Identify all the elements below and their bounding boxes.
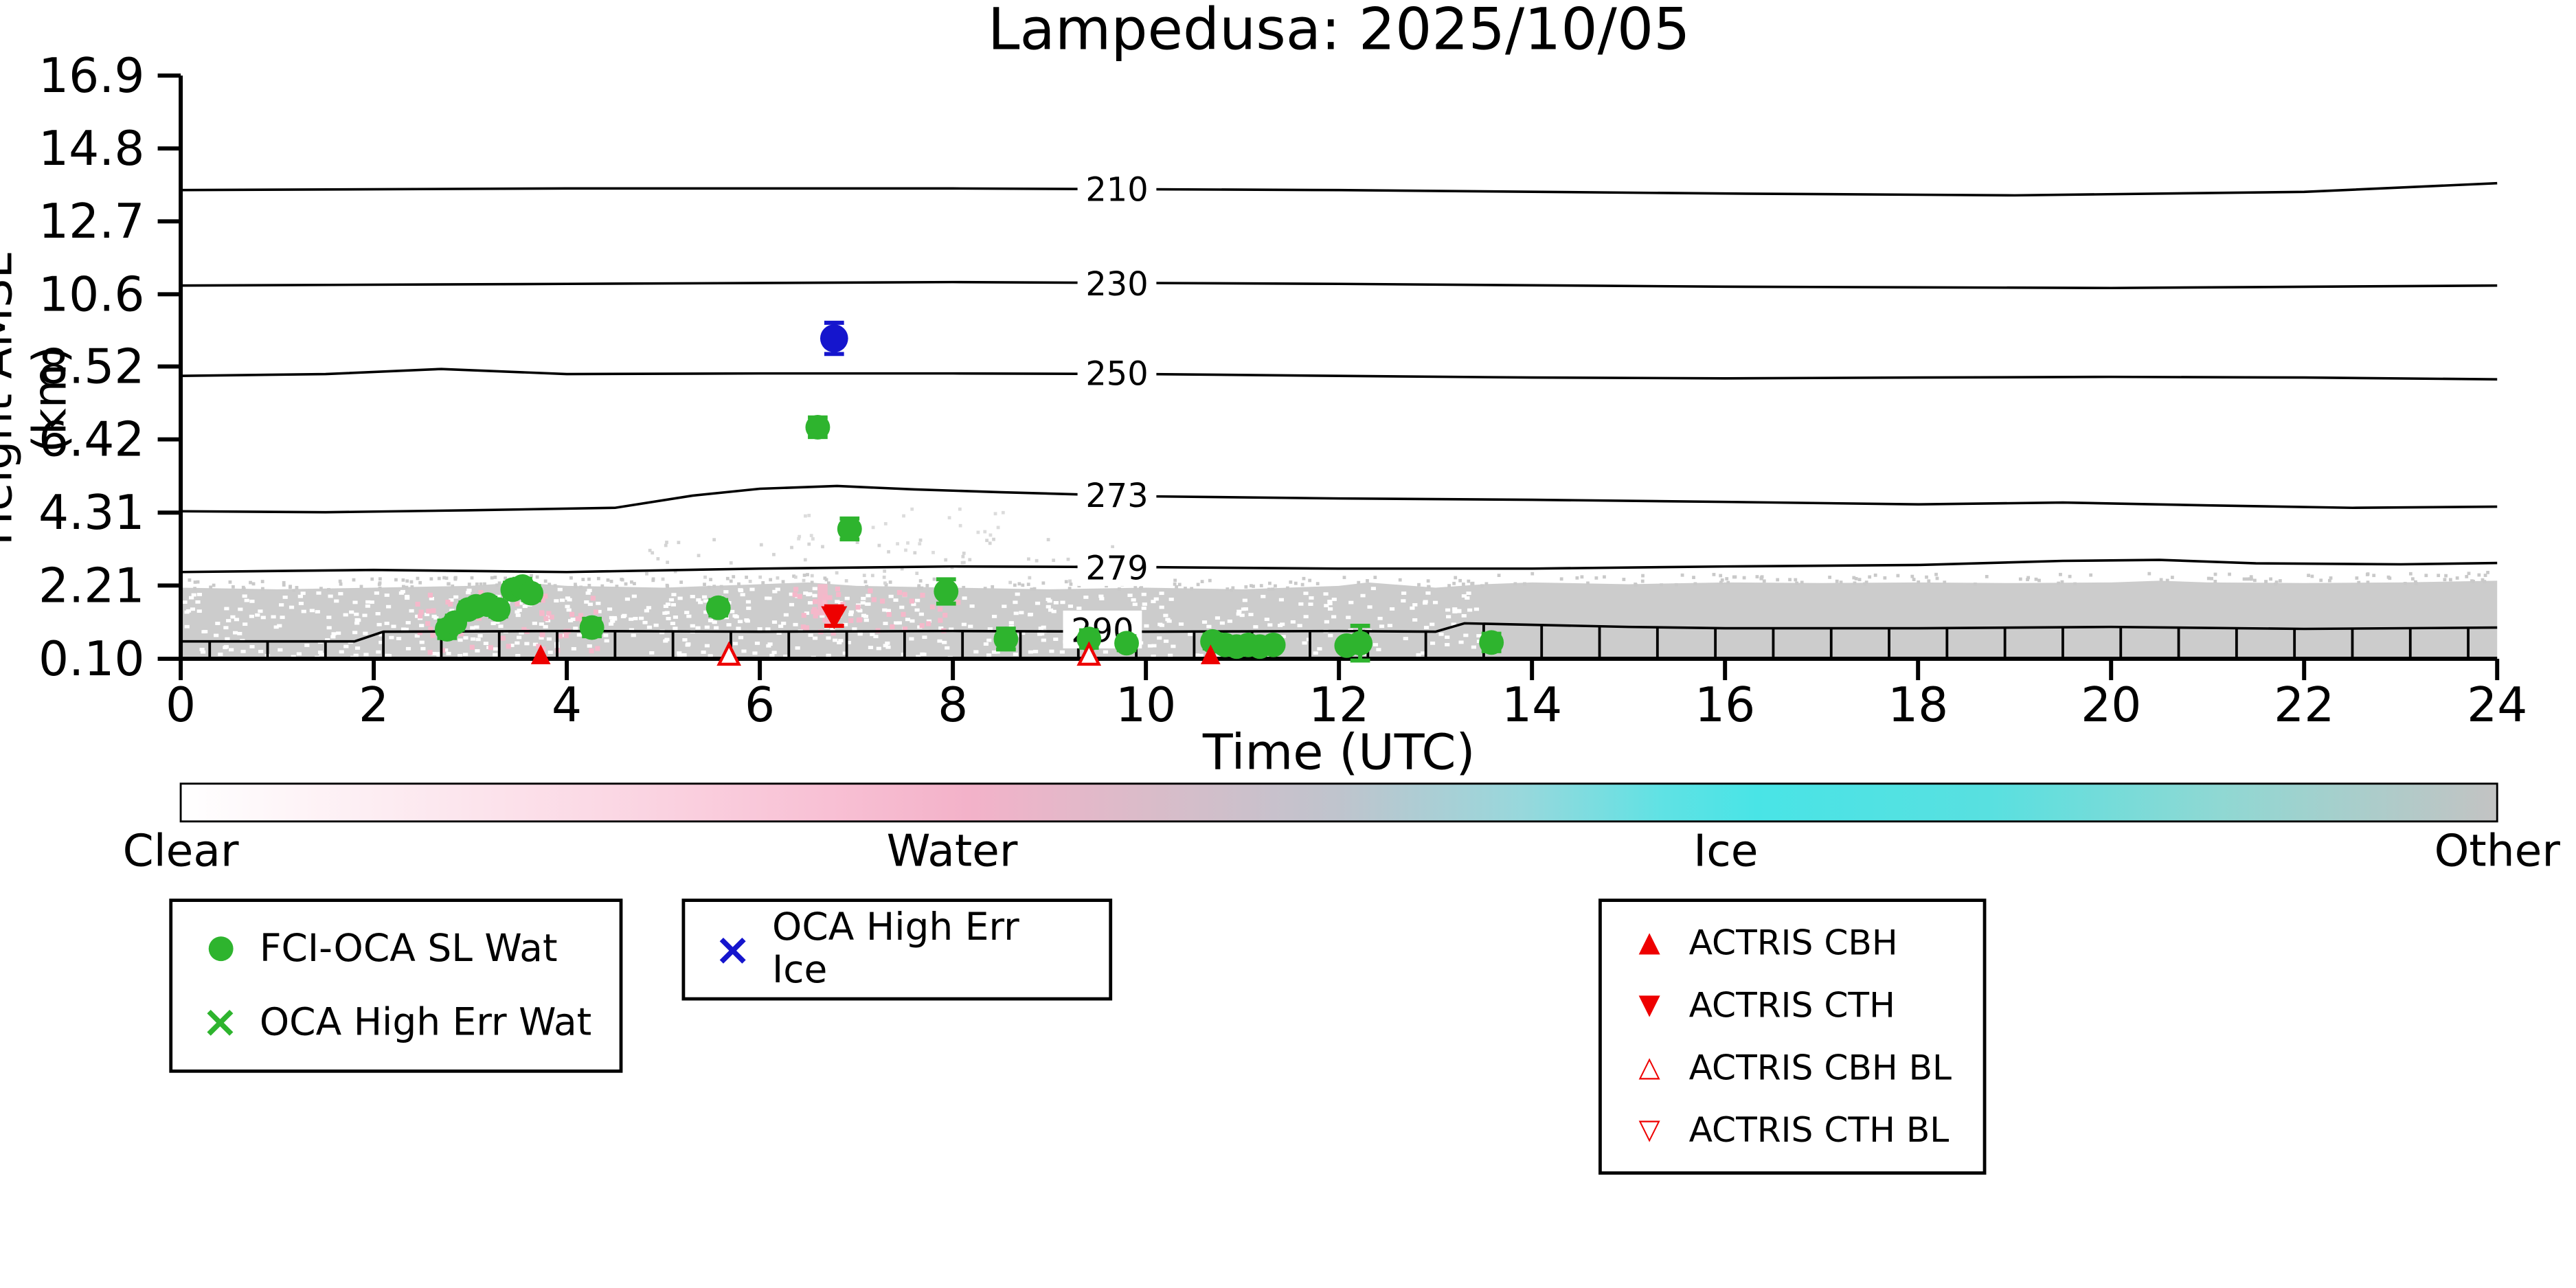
y-tick-label: 8.52	[38, 339, 144, 394]
x-tick-label: 0	[166, 678, 196, 733]
contour-line	[181, 181, 2498, 197]
cloud-mask-band	[181, 580, 2498, 659]
axes: 16.914.812.710.68.526.424.312.210.100 2 4 6…	[38, 49, 2527, 733]
legend-item-label: OCA High Err Ice	[772, 907, 1019, 993]
y-tick-label: 10.6	[38, 267, 144, 322]
series-actris-cbh-bl	[716, 641, 1102, 666]
contour-label: 230	[1085, 266, 1148, 304]
y-tick-label: 2.21	[38, 558, 144, 613]
series-oca-high-err-ice	[820, 320, 848, 357]
y-tick-label: 12.7	[38, 194, 144, 249]
tri-down-marker-icon: ▼	[1638, 988, 1660, 1021]
x-marker-icon: ×	[714, 924, 752, 975]
legend-item: × OCA High Err Ice	[708, 907, 1086, 993]
colorbar-label: Water	[887, 825, 1018, 877]
legend-item: ▽ ACTRIS CTH BL	[1625, 1099, 1960, 1162]
contour-line	[181, 368, 2498, 381]
legend-item: △ ACTRIS CBH BL	[1625, 1037, 1960, 1099]
contour-label: 279	[1085, 550, 1148, 587]
series-actris-cbh	[530, 644, 1221, 664]
x-tick-label: 24	[2467, 678, 2527, 733]
x-marker-icon: ×	[201, 997, 239, 1048]
legend-marker-tri-up-icon: ▲	[1625, 925, 1674, 959]
contour-label-bg	[1077, 170, 1157, 208]
contour-line	[181, 622, 2498, 643]
series-actris-cth	[821, 604, 848, 630]
x-tick-label: 18	[1888, 678, 1948, 733]
colorbar-gradient	[179, 782, 2498, 823]
contour-label-bg	[1077, 353, 1157, 392]
x-tick-label: 2	[359, 678, 389, 733]
tri-down-open-marker-icon: ▽	[1638, 1113, 1660, 1146]
contour-label: 250	[1085, 355, 1148, 393]
colorbar-label: Clear	[123, 825, 239, 877]
colorbar-label: Other	[2434, 825, 2561, 877]
x-tick-label: 16	[1695, 678, 1755, 733]
circle-marker-icon	[207, 936, 233, 962]
x-tick-label: 8	[938, 678, 968, 733]
x-axis-label: Time (UTC)	[1202, 724, 1476, 782]
colorbar-label: Ice	[1693, 825, 1758, 877]
legend-item-label: ACTRIS CTH	[1688, 985, 1895, 1026]
contour-label-bg	[1077, 264, 1157, 302]
x-tick-label: 4	[552, 678, 582, 733]
y-tick-label: 0.10	[38, 632, 144, 687]
contour-label: 273	[1085, 477, 1148, 515]
legend-marker-x-icon: ×	[708, 927, 758, 972]
y-tick-label: 6.42	[38, 413, 144, 468]
legend-item: FCI-OCA SL Wat	[196, 912, 597, 986]
series-fci-oca-sl-wat	[434, 415, 1504, 663]
contour-line	[181, 280, 2498, 290]
legend-marker-tri-down-open-icon: ▽	[1625, 1116, 1674, 1144]
x-tick-label: 12	[1309, 678, 1369, 733]
tri-up-open-marker-icon: △	[1638, 1050, 1660, 1084]
legend-item: ▼ ACTRIS CTH	[1625, 974, 1960, 1037]
legend-marker-tri-down-icon: ▼	[1625, 991, 1674, 1019]
legend-item-label: ACTRIS CBH BL	[1688, 1048, 1952, 1088]
contour-line	[181, 558, 2498, 574]
x-tick-label: 22	[2274, 678, 2334, 733]
y-tick-label: 16.9	[38, 49, 144, 104]
x-tick-label: 6	[745, 678, 775, 733]
x-tick-label: 10	[1116, 678, 1176, 733]
x-tick-label: 20	[2081, 678, 2141, 733]
contour-label-bg	[1077, 547, 1157, 586]
legend-box: × OCA High Err Ice	[681, 899, 1113, 1001]
legend-box: ▲ ACTRIS CBH ▼ ACTRIS CTH △ ACTRIS CBH BL ▽ ACT…	[1598, 899, 1987, 1175]
y-tick-label: 4.31	[38, 486, 144, 541]
legend-marker-tri-up-open-icon: △	[1625, 1050, 1674, 1084]
legend-item-label: OCA High Err Wat	[259, 1001, 592, 1044]
legend-item: ▲ ACTRIS CBH	[1625, 912, 1960, 974]
colorbar: Clear Water Ice Other	[123, 782, 2561, 877]
contour-line	[181, 484, 2498, 514]
x-tick-label: 14	[1502, 678, 1562, 733]
legend-marker-dot-icon	[196, 936, 245, 962]
y-tick-label: 14.8	[38, 122, 144, 177]
legend-item-label: ACTRIS CTH BL	[1688, 1110, 1950, 1151]
tri-up-marker-icon: ▲	[1638, 925, 1660, 959]
contour-label: 210	[1085, 172, 1148, 210]
legend-box: FCI-OCA SL Wat × OCA High Err Wat	[169, 899, 623, 1073]
legend-marker-x-icon: ×	[196, 1000, 245, 1045]
legend-item-label: ACTRIS CBH	[1688, 923, 1898, 963]
chart-title: Lampedusa: 2025/10/05	[987, 0, 1691, 65]
legend-item: × OCA High Err Wat	[196, 986, 597, 1060]
contour-label-bg	[1077, 475, 1157, 514]
legend-item-label: FCI-OCA SL Wat	[259, 927, 558, 971]
